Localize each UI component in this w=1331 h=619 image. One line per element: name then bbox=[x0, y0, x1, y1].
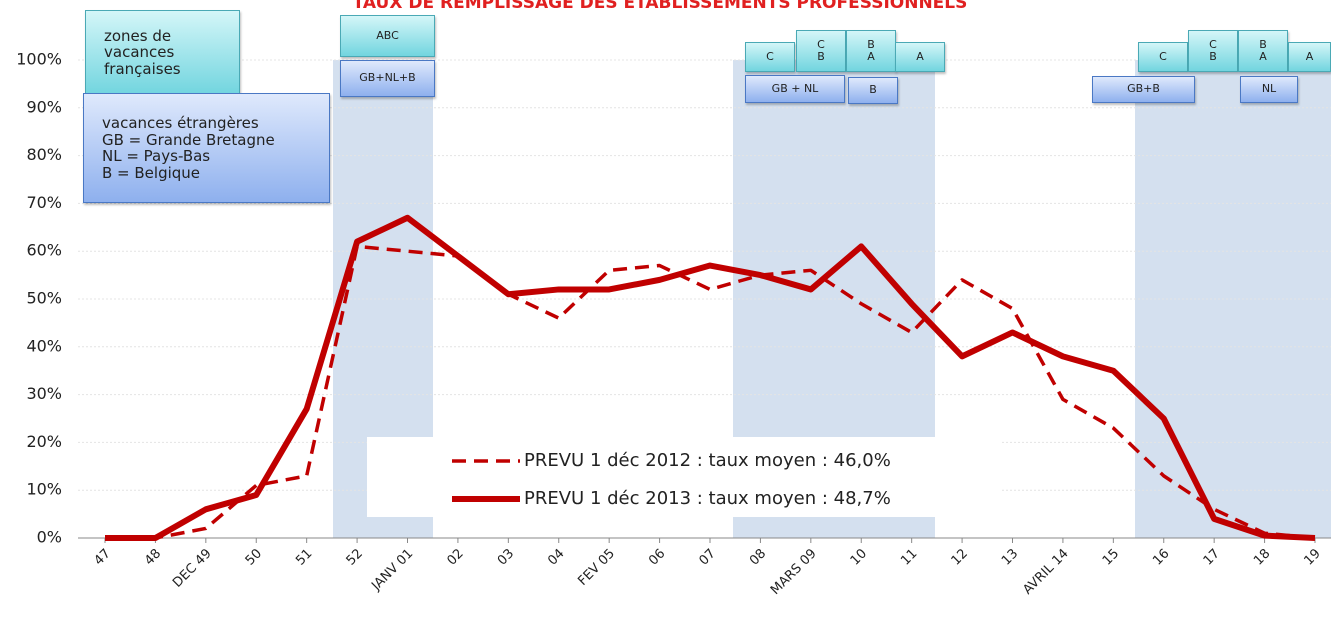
y-tick-label: 0% bbox=[37, 528, 62, 547]
x-tick-label: 47 bbox=[92, 546, 114, 568]
annotation-line: GB + NL bbox=[771, 81, 819, 95]
x-tick-label: 15 bbox=[1100, 546, 1122, 568]
x-tick-label: 04 bbox=[545, 546, 567, 568]
annotation-box: vacances étrangères GB = Grande Bretagne N… bbox=[83, 93, 330, 203]
annotation-line: A bbox=[916, 49, 924, 63]
annotation-line: B bbox=[867, 37, 875, 51]
annotation-line: GB+NL+B bbox=[359, 71, 416, 85]
x-tick-label: 02 bbox=[444, 546, 466, 568]
annotation-line: vacances étrangères bbox=[102, 114, 259, 132]
legend-label: PREVU 1 déc 2012 : taux moyen : 46,0% bbox=[524, 450, 891, 471]
legend-background bbox=[367, 437, 1000, 517]
y-tick-label: 60% bbox=[26, 241, 62, 260]
x-tick-label: DEC 49 bbox=[170, 546, 215, 591]
annotation-box: ABC bbox=[340, 15, 435, 57]
y-tick-label: 20% bbox=[26, 432, 62, 451]
annotation-box: GB + NL bbox=[745, 75, 845, 103]
annotation-box: NL bbox=[1240, 76, 1298, 103]
x-tick-label: AVRIL 14 bbox=[1020, 546, 1071, 597]
x-tick-label: 19 bbox=[1302, 546, 1324, 568]
x-tick-label: FEV 05 bbox=[575, 546, 618, 589]
chart-title: TAUX DE REMPLISSAGE DES ETABLISSEMENTS P… bbox=[353, 0, 968, 13]
x-tick-label: 18 bbox=[1251, 546, 1273, 568]
x-tick-label: 11 bbox=[898, 546, 920, 568]
x-tick-label: 08 bbox=[747, 546, 769, 568]
annotation-box: A bbox=[1288, 42, 1331, 72]
annotation-line: NL bbox=[1261, 82, 1277, 96]
annotation-line: françaises bbox=[104, 59, 181, 78]
x-tick-label: 16 bbox=[1150, 546, 1172, 568]
annotation-line: B bbox=[817, 50, 825, 63]
annotation-box: C bbox=[1138, 42, 1188, 72]
y-tick-label: 70% bbox=[26, 193, 62, 212]
annotation-line: NL = Pays-Bas bbox=[102, 147, 211, 165]
annotation-line: C bbox=[1209, 37, 1217, 51]
annotation-line: C bbox=[1159, 49, 1167, 63]
y-tick-label: 10% bbox=[26, 480, 62, 499]
annotation-line: B bbox=[1209, 50, 1217, 63]
series-line bbox=[105, 214, 1316, 541]
x-tick-label: 50 bbox=[243, 546, 265, 568]
annotation-line: vacances bbox=[104, 43, 175, 62]
legend-label: PREVU 1 déc 2013 : taux moyen : 48,7% bbox=[524, 488, 891, 509]
x-tick-label: 10 bbox=[848, 546, 870, 568]
annotation-line: A bbox=[867, 50, 875, 63]
x-tick-label: 07 bbox=[697, 546, 719, 568]
x-tick-label: 17 bbox=[1201, 546, 1223, 568]
series-line bbox=[105, 244, 1316, 540]
x-tick-label: 51 bbox=[293, 546, 315, 568]
annotation-box: A bbox=[895, 42, 945, 72]
annotation-line: zones de bbox=[104, 26, 172, 45]
annotation-line: B = Belgique bbox=[102, 163, 201, 182]
annotation-line: A bbox=[1305, 49, 1314, 63]
y-tick-label: 50% bbox=[26, 289, 62, 308]
y-tick-label: 40% bbox=[26, 336, 62, 355]
annotation-line: GB+B bbox=[1127, 82, 1160, 96]
y-tick-label: 100% bbox=[16, 50, 62, 69]
x-tick-label: 03 bbox=[495, 546, 517, 568]
x-tick-label: 52 bbox=[344, 546, 366, 568]
y-tick-label: 30% bbox=[26, 384, 62, 403]
annotation-box: zones de vacances françaises bbox=[85, 10, 240, 95]
vacation-band bbox=[1135, 60, 1331, 538]
y-tick-label: 90% bbox=[26, 97, 62, 116]
annotation-box: GB+B bbox=[1092, 76, 1195, 103]
x-tick-label: 13 bbox=[999, 546, 1021, 568]
annotation-line: B bbox=[1259, 37, 1267, 51]
annotation-line: B bbox=[869, 83, 877, 97]
annotation-line: C bbox=[766, 49, 774, 63]
annotation-box: B bbox=[848, 77, 898, 104]
x-tick-label: 06 bbox=[646, 546, 668, 568]
x-tick-label: JANV 01 bbox=[368, 546, 416, 594]
annotation-box: GB+NL+B bbox=[340, 60, 435, 97]
annotation-box: C bbox=[745, 42, 795, 72]
y-tick-label: 80% bbox=[26, 145, 62, 164]
x-tick-label: MARS 09 bbox=[768, 546, 820, 598]
x-tick-label: 48 bbox=[142, 546, 164, 568]
annotation-line: A bbox=[1259, 50, 1267, 63]
x-tick-label: 12 bbox=[949, 546, 971, 568]
annotation-line: GB = Grande Bretagne bbox=[102, 130, 275, 149]
annotation-line: C bbox=[817, 37, 825, 51]
annotation-line: ABC bbox=[376, 28, 399, 42]
